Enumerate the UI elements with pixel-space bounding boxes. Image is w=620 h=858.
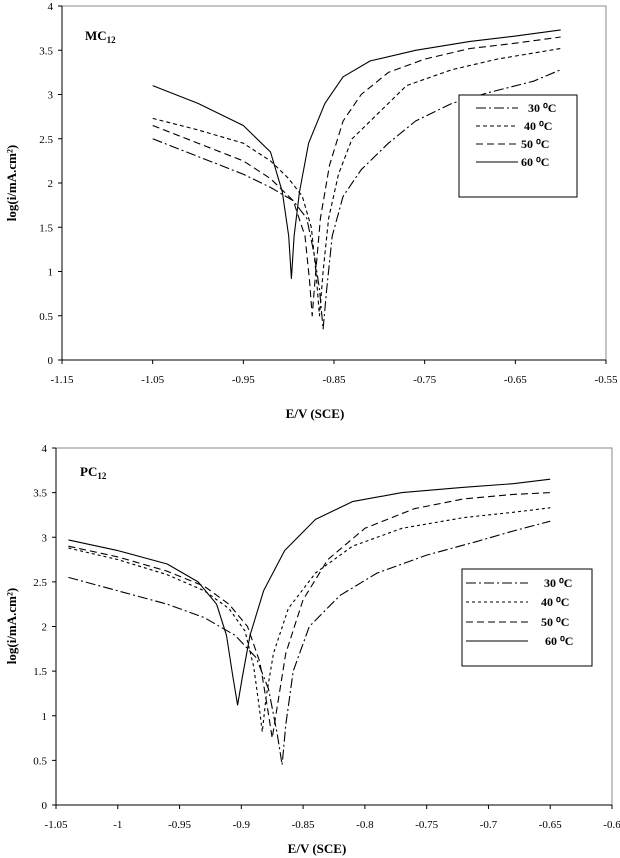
y-tick-label: 3.5 bbox=[39, 45, 53, 57]
series-line-60 bbox=[152, 29, 561, 280]
x-tick-label: -0.95 bbox=[232, 374, 255, 386]
x-tick-label: -0.75 bbox=[415, 819, 438, 831]
series-line-30 bbox=[68, 520, 551, 766]
legend-label-60: 60 ⁰C bbox=[521, 155, 549, 169]
series-line-60 bbox=[68, 478, 551, 706]
legend-label-40: 40 ⁰C bbox=[524, 119, 552, 133]
series-lines bbox=[152, 29, 561, 330]
y-tick-label: 1.5 bbox=[39, 222, 53, 234]
x-tick-label: -0.75 bbox=[413, 374, 436, 386]
x-tick-labels: -1.15 -1.05 -0.95 -0.85 -0.75 -0.65 -0.55 bbox=[51, 374, 618, 386]
series-line-40 bbox=[68, 507, 551, 733]
y-tick-label: 3 bbox=[42, 532, 48, 544]
x-tick-label: -0.7 bbox=[480, 819, 498, 831]
series-line-50 bbox=[68, 492, 551, 739]
legend-label-30: 30 ⁰C bbox=[544, 576, 572, 590]
x-tick-label: -0.8 bbox=[356, 819, 374, 831]
y-tick-label: 0.5 bbox=[39, 311, 53, 323]
y-tick-label: 0 bbox=[48, 355, 54, 367]
y-tick-label: 4 bbox=[42, 443, 48, 455]
y-tick-label: 0.5 bbox=[33, 755, 47, 767]
chart-mc12: 0 0.5 1 1.5 2 2.5 3 3.5 4 -1.15 -1.05 -0.95 -0.85 -0… bbox=[4, 1, 618, 421]
x-tick-label: -0.85 bbox=[323, 374, 346, 386]
y-tick-label: 0 bbox=[42, 800, 48, 812]
x-tick-label: -0.95 bbox=[168, 819, 191, 831]
panel-label: MC12 bbox=[85, 28, 116, 45]
series-line-30 bbox=[152, 69, 561, 330]
x-tick-label: -0.65 bbox=[504, 374, 527, 386]
x-tick-labels: -1.05 -1 -0.95 -0.9 -0.85 -0.8 -0.75 -0.7 -0.65 -… bbox=[45, 819, 620, 831]
y-tick-label: 1.5 bbox=[33, 666, 47, 678]
series-lines bbox=[68, 478, 551, 766]
x-tick-label: -1.05 bbox=[45, 819, 68, 831]
y-tick-label: 2 bbox=[42, 622, 48, 634]
y-tick-label: 4 bbox=[48, 1, 54, 13]
series-line-50 bbox=[152, 36, 561, 317]
legend-label-40: 40 ⁰C bbox=[541, 595, 569, 609]
legend-box bbox=[461, 568, 593, 667]
legend: 30 ⁰C 40 ⁰C 50 ⁰C 60 ⁰C bbox=[461, 568, 593, 667]
y-tick-labels: 0 0.5 1 1.5 2 2.5 3 3.5 4 bbox=[39, 1, 53, 367]
y-tick-label: 2.5 bbox=[33, 577, 47, 589]
chart-pc12: 00.511.522.533.54 -1.05 -1 -0.95 -0.9 -0.85-… bbox=[4, 443, 620, 856]
x-tick-label: -0.9 bbox=[233, 819, 251, 831]
y-axis-label: log(i/mA.cm²) bbox=[4, 588, 19, 664]
x-tick-label: -1.05 bbox=[141, 374, 164, 386]
x-tick-label: -0.65 bbox=[539, 819, 562, 831]
axes bbox=[52, 447, 613, 809]
legend-label-50: 50 ⁰C bbox=[521, 137, 549, 151]
series-line-40 bbox=[152, 47, 561, 317]
x-tick-label: -0.55 bbox=[595, 374, 618, 386]
y-tick-label: 3 bbox=[48, 90, 54, 102]
y-tick-label: 1 bbox=[48, 267, 54, 279]
y-axis-label: log(i/mA.cm²) bbox=[4, 145, 19, 221]
x-axis-label: E/V (SCE) bbox=[286, 406, 345, 421]
y-tick-labels: 0 0.5 1 1.5 2 2.5 3 3.5 4 bbox=[33, 443, 47, 812]
x-tick-label: -0.6 bbox=[603, 819, 620, 831]
y-tick-label: 3.5 bbox=[33, 488, 47, 500]
x-tick-label: -0.85 bbox=[292, 819, 315, 831]
legend-label-60: 60 ⁰C bbox=[545, 634, 573, 648]
axes bbox=[58, 5, 607, 364]
y-tick-label: 2.5 bbox=[39, 134, 53, 146]
legend-box bbox=[458, 94, 578, 198]
x-tick-label: -1.15 bbox=[51, 374, 74, 386]
y-tick-label: 2 bbox=[48, 178, 54, 190]
y-tick-label: 1 bbox=[42, 711, 48, 723]
x-axis-label: E/V (SCE) bbox=[288, 841, 347, 856]
panel-label: PC12 bbox=[80, 464, 107, 481]
x-tick-label: -1 bbox=[113, 819, 122, 831]
legend-label-50: 50 ⁰C bbox=[541, 615, 569, 629]
legend: 30 ⁰C 40 ⁰C 50 ⁰C 60 ⁰C bbox=[458, 94, 578, 198]
legend-label-30: 30 ⁰C bbox=[528, 101, 556, 115]
